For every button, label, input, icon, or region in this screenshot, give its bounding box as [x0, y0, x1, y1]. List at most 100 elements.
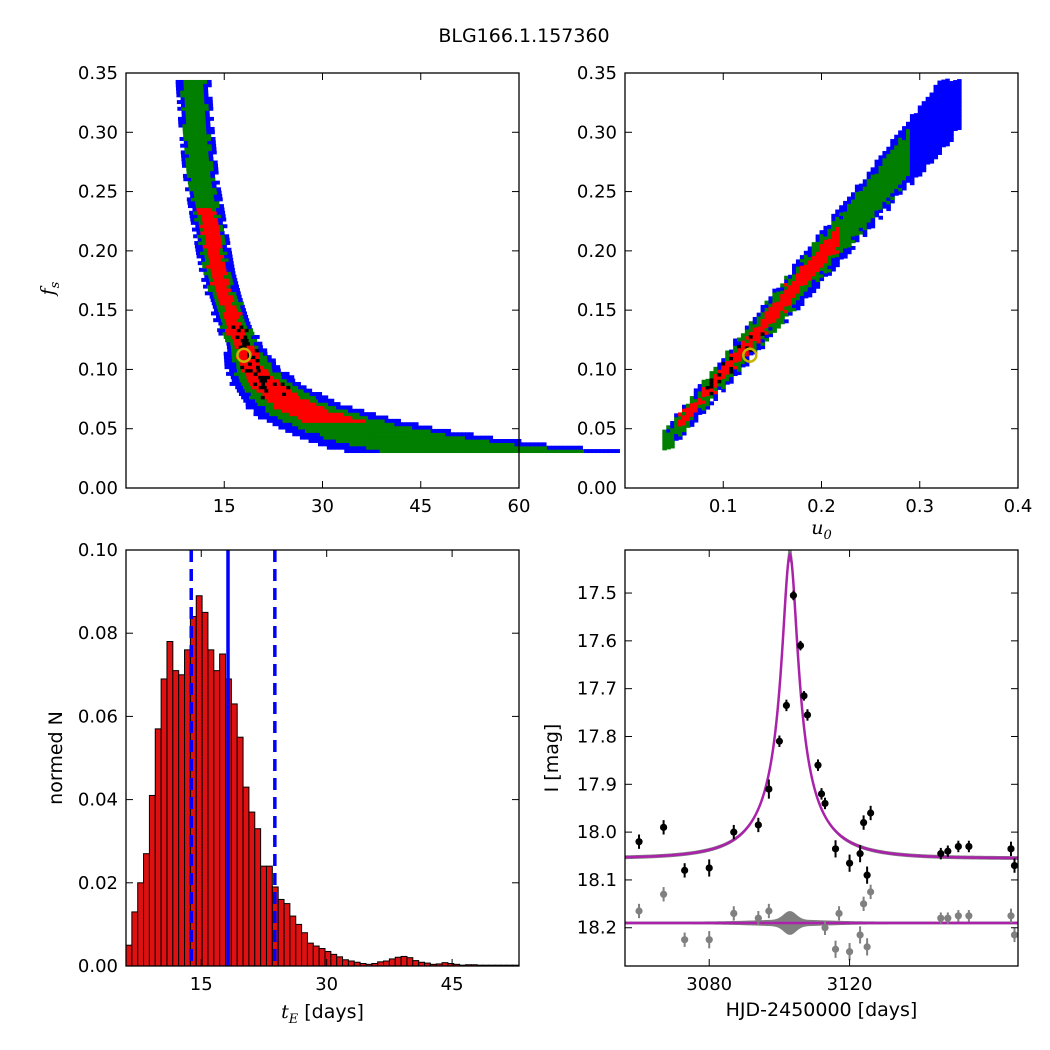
density-cell-middle [199, 177, 204, 182]
density-cell-inner [213, 241, 219, 245]
density-cell-inner [207, 224, 212, 229]
density-cell-middle [811, 242, 817, 247]
density-cell-inner [257, 381, 262, 386]
density-cell-core [721, 361, 726, 366]
density-cell-inner [203, 224, 208, 229]
density-cell-middle [905, 128, 911, 133]
density-cell-outer [807, 246, 813, 251]
density-cell-middle [784, 312, 789, 317]
density-cell-outer [208, 96, 213, 101]
density-cell-inner [316, 408, 322, 413]
density-cell-outer [780, 286, 785, 291]
density-cell-middle [408, 442, 413, 447]
density-cell-outer [921, 104, 927, 109]
density-cell-inner [316, 415, 322, 420]
density-cell-middle [281, 415, 287, 420]
density-cell-outer [290, 425, 295, 430]
density-cell-inner [835, 236, 840, 241]
density-cell-middle [662, 436, 667, 441]
density-cell-middle [187, 140, 193, 145]
density-cell-middle [894, 158, 899, 163]
density-cell-outer [505, 439, 510, 443]
density-cell-middle [261, 402, 266, 407]
density-cell-outer [427, 425, 433, 430]
density-cell-inner [803, 264, 809, 269]
density-cell-inner [689, 406, 695, 411]
density-cell-outer [325, 442, 331, 447]
density-cell-outer [177, 106, 182, 111]
density-cell-outer [858, 227, 864, 232]
density-cell-middle [188, 90, 193, 94]
density-cell-middle [328, 405, 333, 410]
density-cell-outer [210, 173, 215, 178]
density-cell-middle [507, 445, 513, 450]
density-cell-middle [483, 442, 488, 447]
density-cell-middle [188, 103, 194, 108]
density-cell-inner [815, 268, 821, 272]
density-cell-core [744, 345, 750, 350]
density-cell-middle [502, 442, 508, 447]
density-cell-outer [230, 271, 236, 276]
density-cell-outer [558, 445, 564, 450]
y-tick-label: 0.15 [577, 300, 617, 321]
density-cell-middle [705, 395, 711, 400]
density-cell-middle [438, 449, 444, 454]
density-cell-inner [256, 388, 262, 393]
density-cell-middle [388, 442, 394, 447]
density-cell-inner [233, 308, 239, 313]
density-cell-outer [917, 105, 923, 110]
axes-frame [624, 549, 1019, 967]
density-cell-outer [839, 215, 844, 220]
density-cell-outer [933, 145, 939, 150]
density-cell-middle [376, 442, 382, 447]
density-cell-inner [772, 312, 777, 317]
density-cell-outer [583, 449, 589, 454]
density-cell-outer [186, 197, 192, 202]
density-cell-middle [347, 439, 353, 443]
density-cell-inner [300, 402, 306, 407]
density-cell-inner [218, 267, 224, 272]
density-cell-outer [233, 281, 239, 286]
density-cell-middle [717, 382, 722, 387]
density-cell-inner [721, 368, 726, 373]
density-cell-middle [532, 449, 538, 454]
density-cell-middle [366, 422, 372, 427]
density-cell-inner [210, 241, 215, 245]
density-cell-outer [925, 147, 931, 152]
density-cell-inner [231, 334, 237, 339]
density-cell-middle [788, 281, 793, 286]
density-cell-outer [367, 412, 373, 417]
residual-point [937, 914, 945, 922]
density-cell-inner [312, 405, 318, 410]
density-cell-middle [250, 392, 256, 396]
density-cell-middle [202, 133, 208, 138]
density-cell-middle [205, 194, 211, 199]
density-cell-middle [284, 412, 290, 417]
density-cell-outer [945, 135, 950, 140]
density-cell-middle [370, 435, 376, 440]
x-axis-label-sub: 0 [823, 528, 831, 543]
density-cell-middle [243, 324, 248, 329]
density-cell-middle [674, 423, 679, 428]
density-cell-outer [937, 120, 942, 125]
density-cell-core [253, 381, 258, 386]
density-cell-inner [803, 277, 809, 282]
density-cell-outer [603, 449, 609, 454]
density-cell-outer [550, 445, 556, 450]
density-cell-inner [725, 370, 730, 375]
density-cell-inner [293, 392, 299, 396]
density-cell-outer [232, 277, 238, 282]
histogram-bar [178, 674, 186, 967]
density-cell-outer [913, 119, 919, 124]
density-cell-outer [383, 415, 389, 420]
density-cell-middle [780, 316, 785, 321]
density-cell-middle [205, 261, 211, 266]
density-cell-inner [831, 240, 836, 245]
density-cell-inner [262, 392, 268, 396]
density-cell-middle [255, 398, 260, 403]
density-cell-inner [260, 388, 265, 393]
density-cell-inner [205, 237, 211, 242]
density-cell-middle [335, 432, 341, 437]
density-cell-inner [246, 345, 252, 350]
density-cell-outer [929, 116, 935, 120]
